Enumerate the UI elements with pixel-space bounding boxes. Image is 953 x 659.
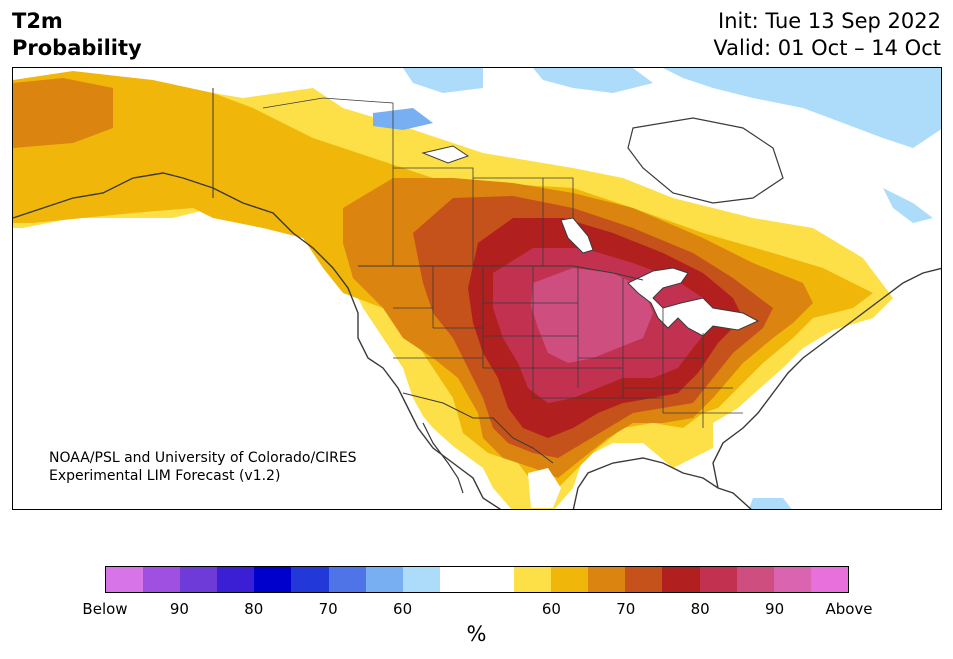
colorbar-tick-label: Above bbox=[825, 600, 873, 618]
variable-label: T2m bbox=[12, 9, 63, 33]
colorbar-swatch bbox=[143, 567, 181, 592]
colorbar-swatch bbox=[328, 567, 366, 592]
state-lines bbox=[393, 266, 743, 428]
colorbar-unit: % bbox=[466, 622, 487, 646]
colorbar-tick-label: 80 bbox=[690, 600, 710, 618]
colorbar-swatch bbox=[625, 567, 663, 592]
canada-provinces bbox=[262, 97, 574, 266]
mexico-interior-white bbox=[528, 468, 561, 508]
init-date: Init: Tue 13 Sep 2022 bbox=[718, 9, 941, 33]
coastline bbox=[13, 172, 941, 509]
colorbar-swatch bbox=[106, 567, 144, 592]
colorbar-swatch bbox=[402, 567, 440, 592]
baja-california bbox=[422, 422, 464, 494]
map-canvas bbox=[13, 68, 941, 509]
colorbar-tick-label: 70 bbox=[318, 600, 338, 618]
credit-line-2: Experimental LIM Forecast (v1.2) bbox=[49, 468, 281, 484]
prob-cold-60-arctic bbox=[403, 68, 941, 223]
colorbar-swatch bbox=[514, 567, 552, 592]
colorbar-tick-label: 80 bbox=[244, 600, 264, 618]
great-lakes bbox=[627, 267, 760, 337]
colorbar-swatch bbox=[551, 567, 589, 592]
colorbar-swatch bbox=[699, 567, 737, 592]
colorbar-swatch bbox=[736, 567, 774, 592]
colorbar-swatch bbox=[773, 567, 811, 592]
credit-text: NOAA/PSL and University of Colorado/CIRE… bbox=[49, 449, 357, 485]
date-info: Init: Tue 13 Sep 2022 Valid: 01 Oct – 14… bbox=[713, 8, 941, 62]
colorbar-swatch bbox=[365, 567, 403, 592]
colorbar-swatch bbox=[662, 567, 700, 592]
colorbar-swatch bbox=[476, 567, 515, 592]
forecast-map bbox=[12, 67, 942, 510]
colorbar-swatch bbox=[217, 567, 255, 592]
prob-cold-60-florida bbox=[748, 498, 792, 509]
colorbar-swatch bbox=[180, 567, 218, 592]
colorbar-tick-label: 60 bbox=[541, 600, 561, 618]
colorbar-tick-label: Below bbox=[82, 600, 128, 618]
hudson-bay bbox=[627, 117, 784, 204]
prob-cold-65-arctic bbox=[373, 108, 433, 130]
us-mexico-border bbox=[402, 392, 554, 464]
product-type-label: Probability bbox=[12, 36, 142, 60]
great-bear-lake bbox=[421, 145, 470, 164]
colorbar-swatch bbox=[588, 567, 626, 592]
colorbar-tick-label: 70 bbox=[616, 600, 636, 618]
valid-period: Valid: 01 Oct – 14 Oct bbox=[713, 36, 941, 60]
colorbar-tick-label: 60 bbox=[393, 600, 413, 618]
colorbar-ticks: Below 90 80 70 60 60 70 80 90 Above bbox=[0, 600, 953, 620]
colorbar-swatch bbox=[810, 567, 848, 592]
map-title: T2m Probability bbox=[12, 8, 142, 62]
colorbar-swatch bbox=[291, 567, 329, 592]
colorbar-swatch bbox=[439, 567, 477, 592]
prob-contour-95 bbox=[531, 268, 653, 363]
colorbar-swatch bbox=[254, 567, 292, 592]
colorbar-tick-label: 90 bbox=[765, 600, 785, 618]
colorbar-tick-label: 90 bbox=[169, 600, 189, 618]
credit-line-1: NOAA/PSL and University of Colorado/CIRE… bbox=[49, 450, 357, 466]
colorbar bbox=[105, 566, 849, 593]
